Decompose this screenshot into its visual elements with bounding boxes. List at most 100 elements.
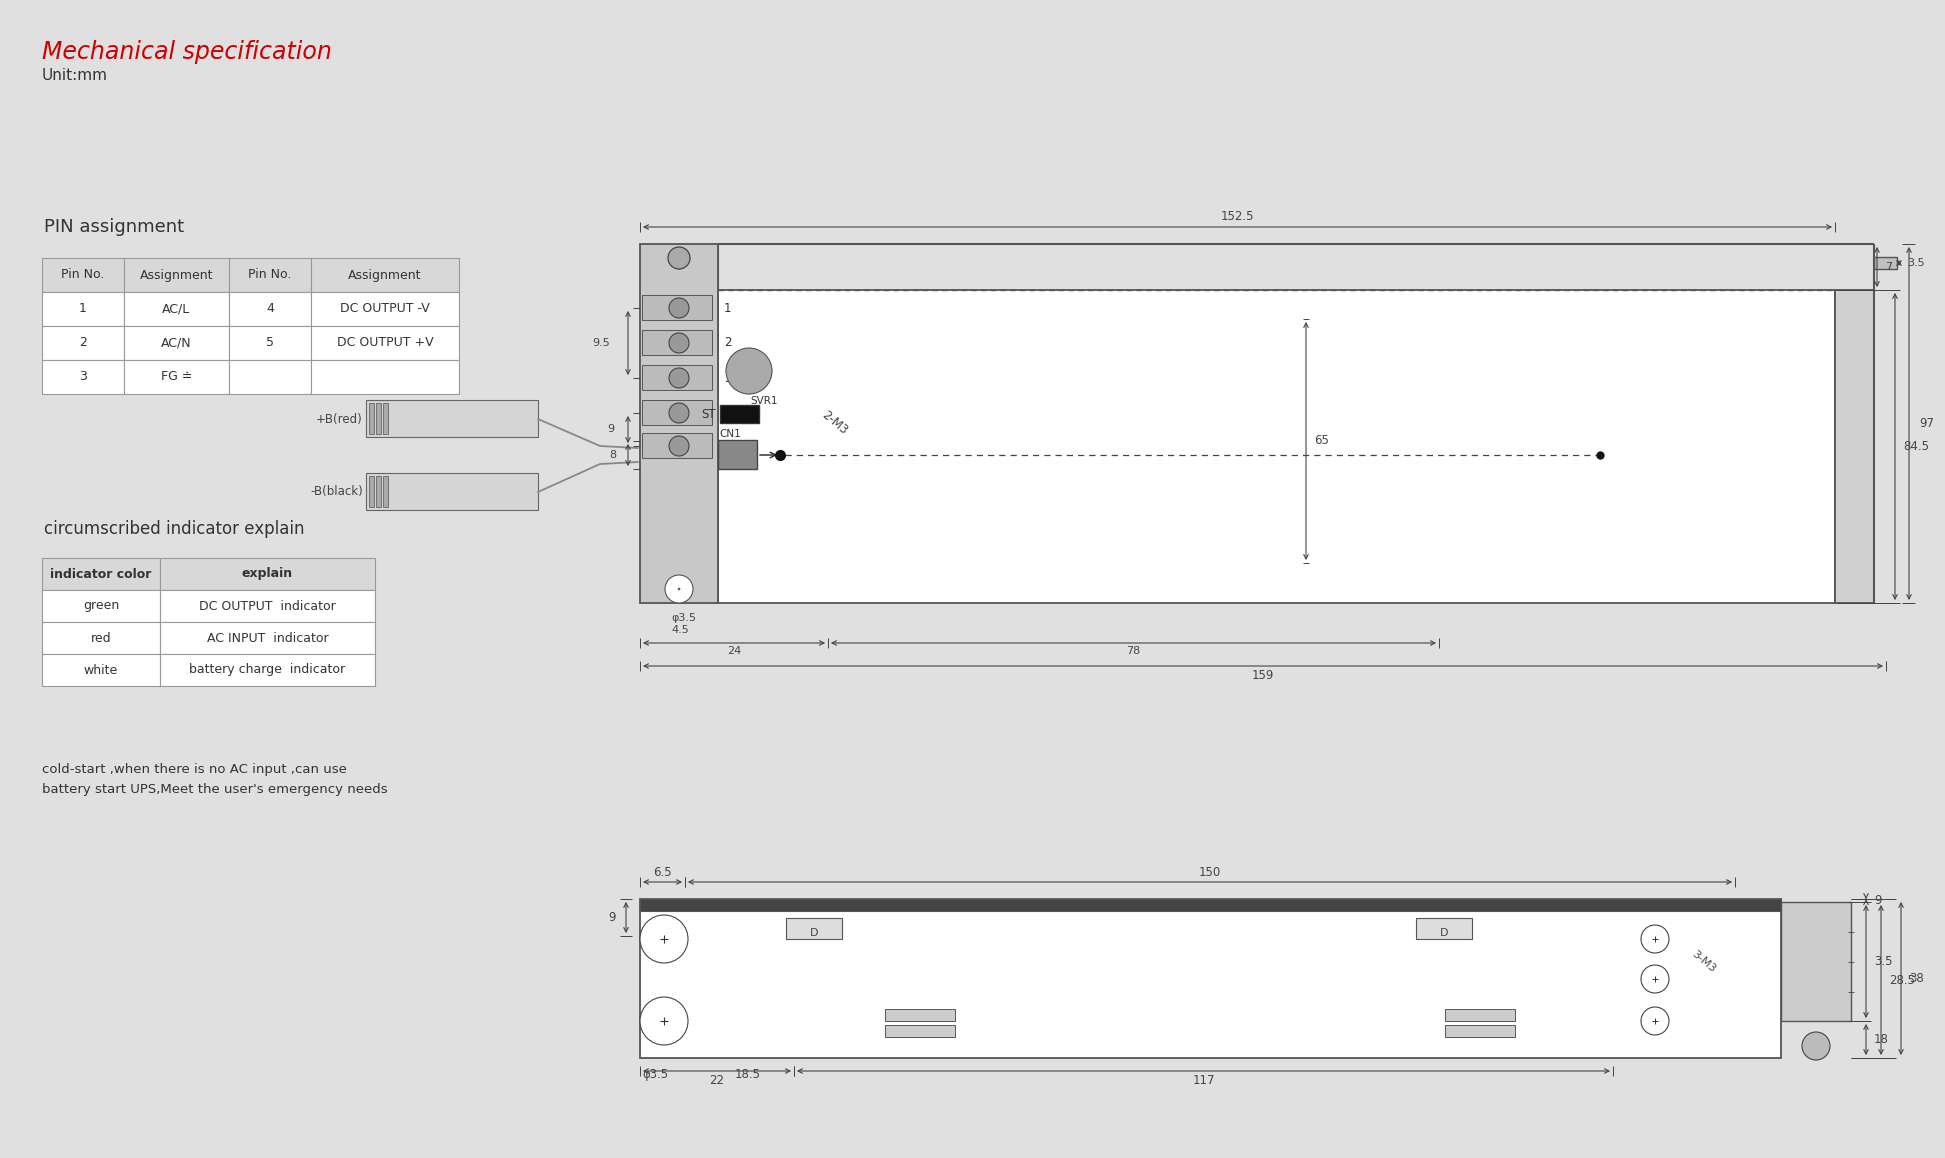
Text: Unit:mm: Unit:mm <box>43 68 109 83</box>
Text: 2-M3: 2-M3 <box>819 408 850 437</box>
Bar <box>1445 1025 1515 1038</box>
Circle shape <box>669 368 689 388</box>
Bar <box>230 327 311 360</box>
Text: 2: 2 <box>724 337 731 350</box>
Bar <box>1873 257 1896 269</box>
Circle shape <box>640 915 689 963</box>
Bar <box>640 899 1782 1058</box>
Text: FG ≐: FG ≐ <box>161 371 193 383</box>
Text: 5: 5 <box>724 440 731 453</box>
Text: 9: 9 <box>1873 894 1881 907</box>
Bar <box>311 327 459 360</box>
Text: DC OUTPUT -V: DC OUTPUT -V <box>340 302 430 315</box>
Bar <box>642 365 712 390</box>
Text: cold-start ,when there is no AC input ,can use
battery start UPS,Meet the user's: cold-start ,when there is no AC input ,c… <box>43 763 387 796</box>
Text: 8: 8 <box>609 450 617 460</box>
Text: white: white <box>84 664 119 676</box>
Bar <box>230 258 311 292</box>
Text: D: D <box>1439 928 1449 938</box>
Bar <box>720 405 759 423</box>
Bar <box>642 295 712 320</box>
Bar <box>1782 902 1852 1021</box>
Bar <box>1834 290 1873 603</box>
Bar <box>43 589 159 622</box>
Bar <box>159 654 375 686</box>
Text: φ3.5: φ3.5 <box>642 1068 669 1082</box>
Text: 9: 9 <box>607 425 615 434</box>
Bar <box>159 622 375 654</box>
Bar <box>718 290 1834 603</box>
Text: 38: 38 <box>1908 972 1924 985</box>
Bar <box>383 403 387 434</box>
Text: 78: 78 <box>1126 646 1140 655</box>
Circle shape <box>665 576 692 603</box>
Bar <box>366 400 539 437</box>
Bar <box>642 330 712 356</box>
Text: 3.5: 3.5 <box>1873 955 1892 968</box>
Bar <box>43 360 124 394</box>
Text: explain: explain <box>241 567 294 580</box>
Circle shape <box>1642 925 1669 953</box>
Circle shape <box>667 247 690 269</box>
Text: circumscribed indicator explain: circumscribed indicator explain <box>45 520 305 538</box>
Bar <box>124 258 230 292</box>
Circle shape <box>1642 965 1669 994</box>
Circle shape <box>669 298 689 318</box>
Text: Pin No.: Pin No. <box>62 269 105 281</box>
Text: 65: 65 <box>1315 434 1328 447</box>
Text: 4.5: 4.5 <box>671 625 689 635</box>
Text: Mechanical specification: Mechanical specification <box>43 41 333 64</box>
Circle shape <box>725 349 772 394</box>
Text: 1: 1 <box>80 302 88 315</box>
Bar <box>642 400 712 425</box>
Bar <box>124 360 230 394</box>
Text: SVR1: SVR1 <box>751 396 778 406</box>
Bar <box>885 1009 955 1021</box>
Text: 3-M3: 3-M3 <box>1690 948 1717 974</box>
Bar <box>383 476 387 507</box>
Text: AC INPUT  indicator: AC INPUT indicator <box>206 631 329 645</box>
Text: 117: 117 <box>1192 1073 1216 1087</box>
Bar <box>370 403 373 434</box>
Text: 5: 5 <box>266 337 274 350</box>
Circle shape <box>640 997 689 1045</box>
Bar <box>43 258 124 292</box>
Text: 4: 4 <box>266 302 274 315</box>
Text: 1: 1 <box>724 301 731 315</box>
Text: 24: 24 <box>727 646 741 655</box>
Text: 3: 3 <box>724 372 731 384</box>
Bar <box>370 476 373 507</box>
Text: Pin No.: Pin No. <box>249 269 292 281</box>
Text: 2: 2 <box>80 337 88 350</box>
Text: 150: 150 <box>1198 866 1221 879</box>
Bar <box>43 558 159 589</box>
Bar <box>43 292 124 327</box>
Text: 9: 9 <box>609 911 617 924</box>
Text: 152.5: 152.5 <box>1221 210 1255 223</box>
Bar <box>43 327 124 360</box>
Text: DC OUTPUT +V: DC OUTPUT +V <box>336 337 434 350</box>
Text: AC/L: AC/L <box>161 302 191 315</box>
Text: 159: 159 <box>1253 669 1274 682</box>
Text: battery charge  indicator: battery charge indicator <box>189 664 346 676</box>
Bar <box>640 899 1782 911</box>
Bar <box>159 558 375 589</box>
Circle shape <box>669 334 689 353</box>
Bar <box>640 244 718 603</box>
Text: +B(red): +B(red) <box>317 412 364 425</box>
Bar <box>642 433 712 459</box>
Bar <box>124 292 230 327</box>
Circle shape <box>669 437 689 456</box>
Circle shape <box>679 588 681 589</box>
Bar <box>718 440 757 469</box>
Bar <box>230 360 311 394</box>
Text: Assignment: Assignment <box>348 269 422 281</box>
Text: 28.5: 28.5 <box>1889 974 1916 987</box>
Text: Assignment: Assignment <box>140 269 214 281</box>
Text: 22: 22 <box>710 1073 724 1087</box>
Text: 18: 18 <box>1873 1033 1889 1046</box>
Text: CN1: CN1 <box>720 428 741 439</box>
Text: ST: ST <box>702 408 716 420</box>
Text: 18.5: 18.5 <box>735 1068 760 1082</box>
Text: 3.5: 3.5 <box>1906 258 1926 267</box>
